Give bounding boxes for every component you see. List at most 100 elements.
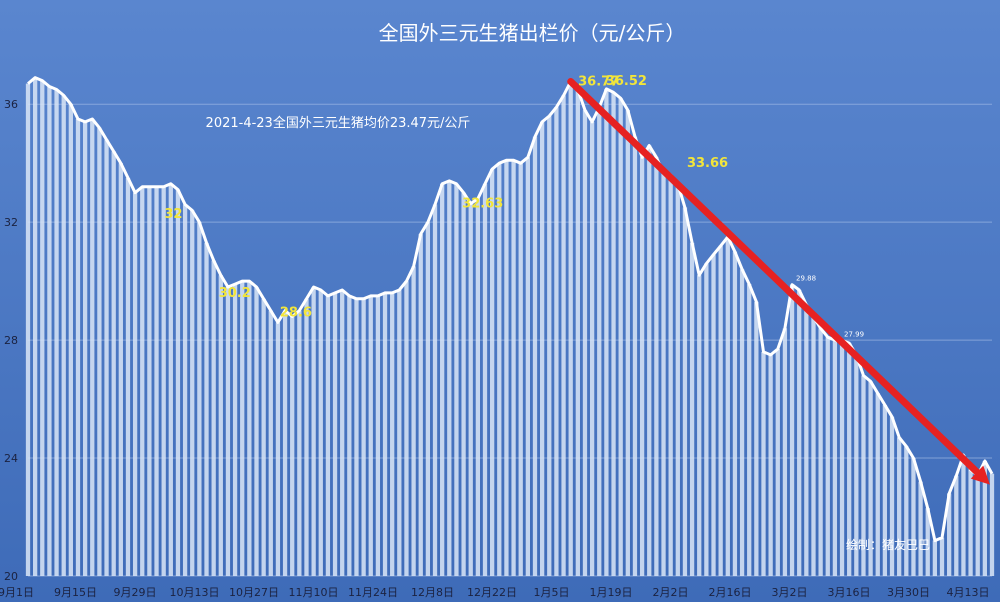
price-bar [911, 458, 916, 576]
trend-arrow-shaft [567, 78, 981, 476]
x-tick-label: 11月10日 [289, 586, 339, 599]
price-bar [175, 189, 181, 577]
price-bar [325, 295, 331, 576]
price-bar [597, 107, 602, 577]
x-tick-label: 3月2日 [772, 586, 808, 599]
x-tick-label: 3月30日 [887, 586, 930, 599]
x-tick-label: 9月29日 [114, 586, 157, 599]
price-bar [782, 328, 788, 576]
x-tick-label: 2月2日 [653, 586, 689, 599]
price-bar [561, 95, 566, 576]
price-bar [340, 289, 345, 576]
price-bar [482, 183, 488, 576]
price-bar [918, 481, 923, 576]
price-bar [647, 145, 652, 576]
price-label-small: 27.99 [844, 330, 864, 338]
price-bar [547, 116, 552, 576]
trend-arrow-head [970, 465, 990, 485]
price-bar [218, 275, 223, 576]
price-bar [768, 354, 773, 576]
price-bar [497, 163, 502, 576]
price-bar [511, 160, 516, 576]
price-bar [739, 269, 745, 576]
price-bar [161, 186, 166, 576]
price-bar [939, 537, 945, 576]
price-bar [332, 292, 338, 576]
price-bar [247, 281, 252, 576]
price-bar [211, 260, 216, 576]
price-bar [461, 192, 466, 576]
y-axis-ticks: 36 32 28 24 20 [4, 98, 18, 583]
price-bar [297, 310, 302, 576]
price-label: 33.66 [687, 156, 728, 171]
price-bar [390, 292, 395, 576]
price-bar [368, 295, 373, 576]
price-bar [625, 110, 630, 576]
price-bar [732, 251, 738, 576]
price-bar [761, 351, 766, 576]
price-bar [975, 475, 980, 576]
price-bar [168, 183, 173, 576]
price-bar [947, 493, 952, 576]
price-line [27, 76, 994, 543]
price-bar [839, 340, 845, 576]
price-bar [554, 107, 559, 577]
price-bar [232, 284, 238, 576]
price-bar [304, 298, 309, 576]
x-tick-label: 12月22日 [467, 586, 517, 599]
price-bar [54, 89, 59, 576]
price-bar [454, 183, 459, 576]
x-tick-label: 10月27日 [229, 586, 279, 599]
price-bar [275, 322, 281, 576]
price-bar [354, 298, 359, 576]
price-bar [425, 222, 431, 576]
price-bar [254, 287, 259, 576]
price-bar [154, 186, 159, 576]
price-bar [961, 455, 966, 576]
price-bar [311, 287, 316, 576]
price-bar [775, 348, 780, 576]
price-bar [632, 136, 638, 577]
price-label: 28.6 [280, 305, 312, 320]
y-tick-label: 28 [4, 334, 18, 347]
price-bar [147, 186, 152, 576]
x-tick-label: 12月8日 [411, 586, 454, 599]
price-bar [711, 254, 716, 576]
price-bar [347, 295, 352, 576]
price-bar [568, 81, 573, 577]
average-price-note: 2021-4-23全国外三元生猪均价23.47元/公斤 [206, 115, 471, 131]
price-bar [725, 236, 730, 576]
price-bar [539, 121, 545, 577]
x-tick-label: 1月19日 [590, 586, 633, 599]
price-bar [689, 242, 695, 576]
price-bar [490, 169, 495, 576]
price-bar [68, 104, 73, 576]
x-tick-label: 11月24日 [348, 586, 398, 599]
price-bar [432, 204, 438, 577]
price-bar [397, 289, 402, 576]
price-bar [661, 173, 666, 576]
price-bar [875, 393, 880, 576]
price-bar [282, 310, 288, 576]
price-bar [682, 207, 688, 576]
y-tick-label: 36 [4, 98, 18, 111]
price-bar [532, 136, 538, 577]
price-bar [375, 295, 381, 576]
price-bar [468, 203, 473, 576]
price-label: 32.63 [462, 197, 503, 212]
price-bar [504, 160, 509, 576]
price-bar [132, 192, 138, 576]
price-bar [925, 508, 930, 576]
price-bar [889, 416, 895, 576]
price-bar [525, 157, 530, 576]
price-bar [854, 354, 859, 576]
price-bar [897, 437, 902, 576]
price-bar [954, 475, 959, 576]
price-bar [747, 284, 752, 576]
price-bar [582, 110, 588, 576]
price-bar [789, 284, 795, 576]
price-bar [804, 304, 809, 576]
price-bar [361, 298, 366, 576]
